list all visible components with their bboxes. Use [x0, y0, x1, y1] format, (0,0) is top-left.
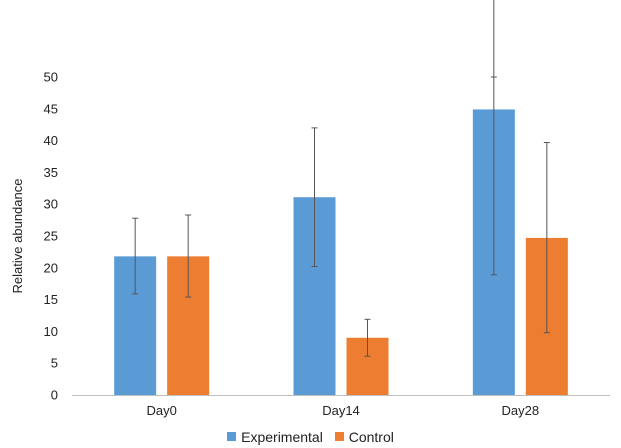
legend-label-control: Control [348, 428, 394, 445]
x-tick-label: Day0 [146, 403, 176, 418]
y-tick-label: 25 [44, 229, 58, 244]
y-tick-label: 5 [51, 356, 58, 371]
y-tick-label: 30 [44, 197, 58, 212]
y-tick-label: 45 [44, 101, 58, 116]
legend: Experimental Control [0, 428, 621, 445]
annotations: 70 [490, 76, 497, 78]
x-axis: Day0 Day14 Day28 [72, 395, 610, 418]
error-bars [132, 0, 550, 357]
y-tick-label: 10 [44, 324, 58, 339]
y-tick-label: 50 [44, 70, 58, 85]
y-tick-label: 20 [44, 260, 58, 275]
legend-swatch-experimental [227, 432, 237, 441]
x-tick-label: Day28 [502, 403, 540, 418]
legend-item-experimental: Experimental [227, 429, 323, 445]
legend-label-experimental: Experimental [241, 428, 323, 445]
y-tick-label: 15 [44, 292, 58, 307]
y-tick-label: 35 [44, 165, 58, 180]
legend-item-control: Control [334, 428, 394, 445]
bars [114, 109, 568, 395]
legend-swatch-control [334, 432, 344, 441]
y-tick-label: 0 [51, 388, 58, 403]
x-tick-label: Day14 [322, 403, 360, 418]
y-axis: 0 5 10 15 20 25 30 35 40 45 50 [44, 70, 58, 403]
y-axis-label: Relative abundance [10, 179, 25, 294]
y-tick-label: 40 [44, 133, 58, 148]
